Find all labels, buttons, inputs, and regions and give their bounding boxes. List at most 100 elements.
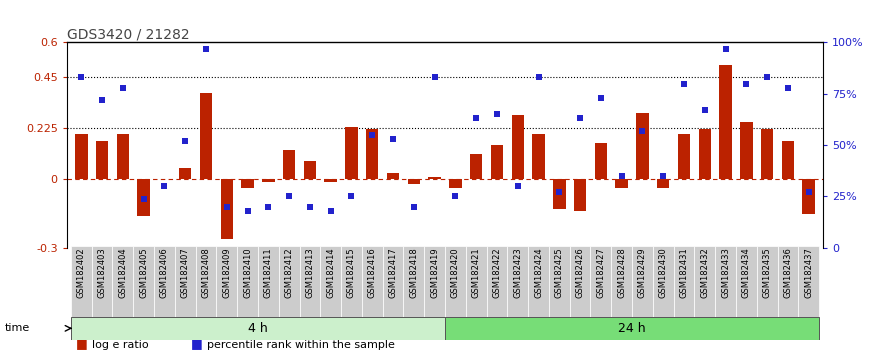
Point [158, 183, 172, 189]
Bar [553, 179, 565, 209]
Text: GSM182424: GSM182424 [534, 247, 543, 298]
Text: GSM182434: GSM182434 [742, 247, 751, 298]
Bar [237, 246, 258, 324]
Bar [674, 246, 694, 324]
Point [198, 46, 213, 51]
Point [95, 97, 109, 103]
Point [344, 194, 359, 199]
Bar [71, 317, 445, 340]
Bar [615, 179, 627, 188]
Text: GSM182419: GSM182419 [430, 247, 439, 298]
Bar [283, 150, 295, 179]
Bar [345, 127, 358, 179]
Point [760, 75, 774, 80]
Bar [174, 246, 196, 324]
Point [262, 204, 276, 210]
Bar [465, 246, 487, 324]
Bar [303, 161, 316, 179]
Text: GSM182425: GSM182425 [554, 247, 563, 298]
Text: GSM182427: GSM182427 [596, 247, 605, 298]
Bar [632, 246, 653, 324]
Bar [574, 179, 587, 211]
Text: GSM182407: GSM182407 [181, 247, 190, 298]
Bar [528, 246, 549, 324]
Bar [803, 179, 815, 213]
Text: GSM182405: GSM182405 [139, 247, 148, 298]
Point [698, 107, 712, 113]
Point [282, 194, 296, 199]
Bar [425, 246, 445, 324]
Text: GSM182435: GSM182435 [763, 247, 772, 298]
Bar [362, 246, 383, 324]
Point [740, 81, 754, 86]
Bar [71, 246, 92, 324]
Bar [611, 246, 632, 324]
Bar [96, 141, 109, 179]
Text: GSM182432: GSM182432 [700, 247, 709, 298]
Point [116, 85, 130, 91]
Bar [736, 246, 756, 324]
Point [303, 204, 317, 210]
Bar [366, 129, 378, 179]
Bar [636, 113, 649, 179]
Text: GSM182423: GSM182423 [514, 247, 522, 298]
Bar [490, 145, 503, 179]
Text: time: time [4, 323, 29, 333]
Text: GSM182414: GSM182414 [327, 247, 336, 298]
Bar [449, 179, 462, 188]
Text: GSM182403: GSM182403 [98, 247, 107, 298]
Bar [341, 246, 362, 324]
Point [178, 138, 192, 144]
Bar [756, 246, 778, 324]
Point [511, 183, 525, 189]
Text: GSM182416: GSM182416 [368, 247, 376, 298]
Bar [694, 246, 716, 324]
Point [718, 46, 732, 51]
Point [802, 189, 816, 195]
Text: GSM182430: GSM182430 [659, 247, 668, 298]
Text: GSM182418: GSM182418 [409, 247, 418, 298]
Bar [112, 246, 134, 324]
Text: GSM182402: GSM182402 [77, 247, 85, 298]
Text: GSM182420: GSM182420 [451, 247, 460, 298]
Text: GSM182428: GSM182428 [617, 247, 627, 298]
Text: ■: ■ [76, 337, 87, 350]
Bar [428, 177, 441, 179]
Bar [154, 246, 174, 324]
Text: GSM182437: GSM182437 [805, 247, 813, 298]
Text: ■: ■ [191, 337, 203, 350]
Text: GSM182406: GSM182406 [160, 247, 169, 298]
Bar [325, 179, 337, 182]
Bar [716, 246, 736, 324]
Bar [549, 246, 570, 324]
Bar [570, 246, 590, 324]
Text: percentile rank within the sample: percentile rank within the sample [207, 340, 395, 350]
Text: GSM182411: GSM182411 [263, 247, 273, 298]
Bar [470, 154, 482, 179]
Text: GSM182421: GSM182421 [472, 247, 481, 298]
Bar [383, 246, 403, 324]
Bar [798, 246, 819, 324]
Point [74, 75, 88, 80]
Point [386, 136, 400, 142]
Point [614, 173, 628, 179]
Text: log e ratio: log e ratio [92, 340, 149, 350]
Bar [134, 246, 154, 324]
Bar [532, 134, 545, 179]
Text: GSM182410: GSM182410 [243, 247, 252, 298]
Bar [445, 246, 465, 324]
Point [573, 116, 587, 121]
Point [781, 85, 795, 91]
Bar [221, 179, 233, 239]
Bar [279, 246, 300, 324]
Bar [408, 179, 420, 184]
Bar [590, 246, 611, 324]
Bar [199, 93, 212, 179]
Point [427, 75, 441, 80]
Point [365, 132, 379, 138]
Bar [487, 246, 507, 324]
Point [407, 204, 421, 210]
Text: GSM182413: GSM182413 [305, 247, 314, 298]
Text: 4 h: 4 h [248, 322, 268, 335]
Text: GSM182408: GSM182408 [201, 247, 211, 298]
